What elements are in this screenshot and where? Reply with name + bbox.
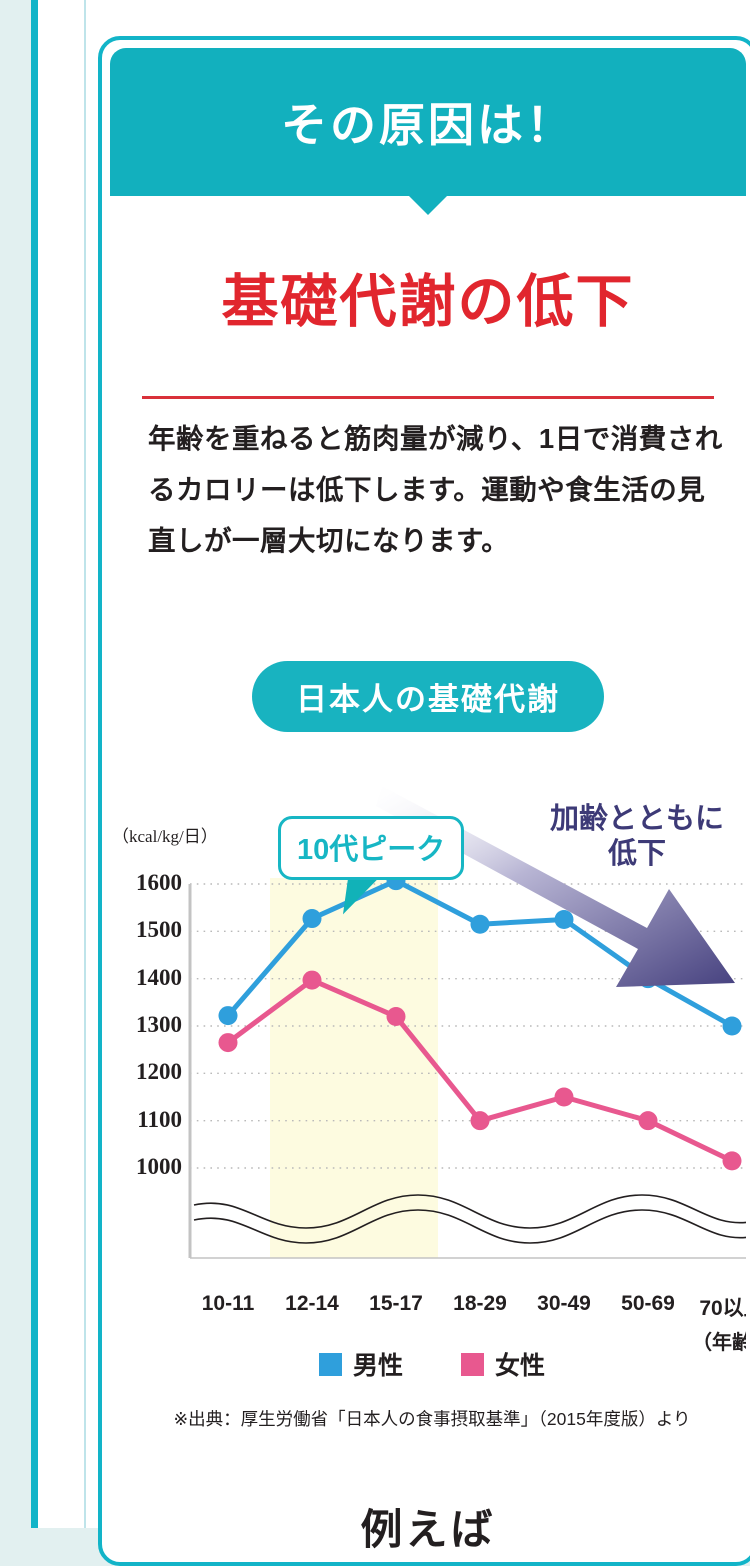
x-tick-label: 30-49	[537, 1292, 591, 1315]
page-frame: その原因は！ 基礎代謝の低下 年齢を重ねると筋肉量が減り、1日で消費されるカロリ…	[31, 0, 750, 1566]
y-tick-label: 1500	[136, 917, 182, 943]
chart-gridlines	[190, 883, 746, 1169]
title-underline	[142, 396, 714, 399]
data-point	[218, 1033, 238, 1053]
y-tick-label: 1000	[136, 1154, 182, 1179]
x-axis-name-label: （年齢）	[692, 1332, 746, 1354]
x-tick-label: 70以上	[699, 1297, 746, 1320]
data-point	[554, 910, 574, 929]
decline-arrow-icon	[376, 786, 735, 987]
y-tick-label: 1600	[136, 870, 182, 895]
data-point	[470, 914, 490, 934]
y-axis-unit-label: （kcal/kg/日）	[112, 827, 218, 846]
decline-annotation-line2: 低下	[608, 838, 667, 871]
content-card: その原因は！ 基礎代謝の低下 年齢を重ねると筋肉量が減り、1日で消費されるカロリ…	[98, 36, 750, 1566]
header-notch-arrow	[409, 196, 447, 215]
data-point	[722, 1151, 742, 1171]
chart-title-pill: 日本人の基礎代謝	[252, 661, 604, 732]
chart-source-note: ※出典：厚生労働省「日本人の食事摂取基準」（2015年度版）より	[173, 1409, 691, 1429]
page-title: 基礎代謝の低下	[221, 270, 635, 334]
x-tick-label: 18-29	[453, 1292, 507, 1315]
axis-break-wave	[193, 1194, 746, 1244]
data-point	[218, 1006, 238, 1026]
decline-annotation: 加齢とともに 低下	[550, 802, 724, 873]
legend-label: 女性	[495, 1352, 546, 1380]
y-tick-label: 1200	[136, 1059, 182, 1085]
data-point	[302, 970, 322, 990]
x-tick-label: 15-17	[369, 1292, 423, 1315]
inner-rule-line	[84, 0, 86, 1528]
legend-item-女性: 女性	[461, 1346, 545, 1382]
data-point	[470, 1111, 490, 1131]
bottom-lead-text: 例えば	[360, 1506, 496, 1553]
x-tick-label: 50-69	[621, 1292, 675, 1315]
data-point	[386, 1007, 406, 1027]
legend-swatch	[318, 1352, 342, 1376]
chart-legend: 男性 女性	[110, 1346, 746, 1382]
legend-item-男性: 男性	[318, 1346, 403, 1382]
content-card-inner: その原因は！ 基礎代謝の低下 年齢を重ねると筋肉量が減り、1日で消費されるカロリ…	[110, 48, 746, 1562]
body-paragraph: 年齢を重ねると筋肉量が減り、1日で消費されるカロリーは低下します。運動や食生活の…	[148, 423, 723, 556]
decline-annotation-line1: 加齢とともに	[550, 803, 725, 835]
peak-callout: 10代ピーク	[278, 816, 465, 880]
data-point	[302, 909, 322, 929]
basal-metabolism-chart: （kcal/kg/日）	[110, 758, 746, 1458]
chart-plot-svg	[188, 786, 746, 1259]
data-point	[554, 1087, 574, 1107]
x-tick-label: 12-14	[285, 1292, 339, 1315]
data-point	[722, 1016, 742, 1036]
y-tick-label: 1300	[136, 1012, 182, 1037]
card-header: その原因は！	[110, 48, 746, 196]
x-tick-label: 10-11	[201, 1292, 255, 1315]
data-point	[638, 1111, 658, 1131]
y-tick-label: 1400	[136, 964, 182, 990]
legend-label: 男性	[352, 1352, 403, 1380]
legend-swatch	[461, 1352, 484, 1376]
header-title: その原因は！	[281, 99, 575, 151]
y-tick-label: 1100	[137, 1106, 182, 1132]
